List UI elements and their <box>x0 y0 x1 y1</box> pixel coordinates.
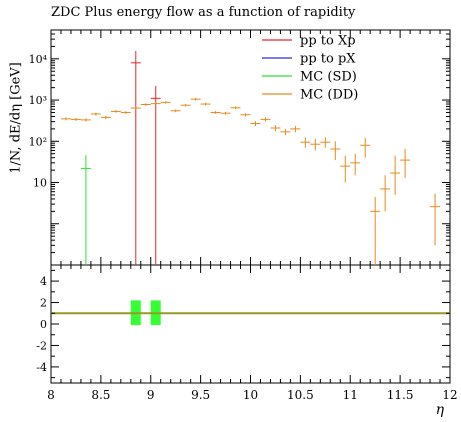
main-frame <box>50 29 451 266</box>
y-tick-label: 10⁴ <box>29 53 48 66</box>
legend-entry: pp to Xp <box>300 34 356 49</box>
axes: 8 8.5 9 9.5 10 10.5 11 11.5 12 10 10² 10³ 10⁴ 4 2 0 -2 -4 <box>29 29 458 402</box>
x-tick-label: 10 <box>243 388 258 402</box>
y-tick-label: 10³ <box>29 94 47 107</box>
chart-title: ZDC Plus energy flow as a function of ra… <box>51 5 356 20</box>
series-pp-to-xp <box>130 50 161 265</box>
y-tick-label: 10² <box>29 135 47 148</box>
legend: pp to Xp pp to pX MC (SD) MC (DD) <box>262 34 358 103</box>
x-axis-label: η <box>435 402 444 418</box>
ratio-tick-label: 0 <box>40 318 47 331</box>
legend-entry: pp to pX <box>300 52 356 67</box>
ratio-tick-label: -2 <box>36 339 47 352</box>
x-tick-label: 9.5 <box>191 388 210 402</box>
ratio-frame <box>50 264 451 384</box>
x-tick-label: 8 <box>47 388 55 402</box>
legend-entry: MC (SD) <box>300 70 357 85</box>
legend-entry: MC (DD) <box>300 88 358 103</box>
data-points <box>60 50 441 265</box>
ratio-tick-label: -4 <box>36 361 47 374</box>
series-mc-sd- <box>80 155 91 265</box>
x-tick-label: 10.5 <box>287 388 314 402</box>
x-tick-label: 11 <box>343 388 358 402</box>
series-mc-dd- <box>60 97 441 265</box>
x-tick-label: 12 <box>442 388 457 402</box>
ratio-tick-label: 2 <box>40 297 47 310</box>
y-tick-label: 10 <box>33 177 47 190</box>
x-tick-label: 9 <box>147 388 155 402</box>
x-tick-label: 8.5 <box>91 388 110 402</box>
y-axis-label: 1/N, dE/dη [GeV] <box>8 62 24 174</box>
x-tick-label: 11.5 <box>387 388 414 402</box>
ratio-panel <box>51 300 450 326</box>
ratio-tick-label: 4 <box>40 275 47 288</box>
